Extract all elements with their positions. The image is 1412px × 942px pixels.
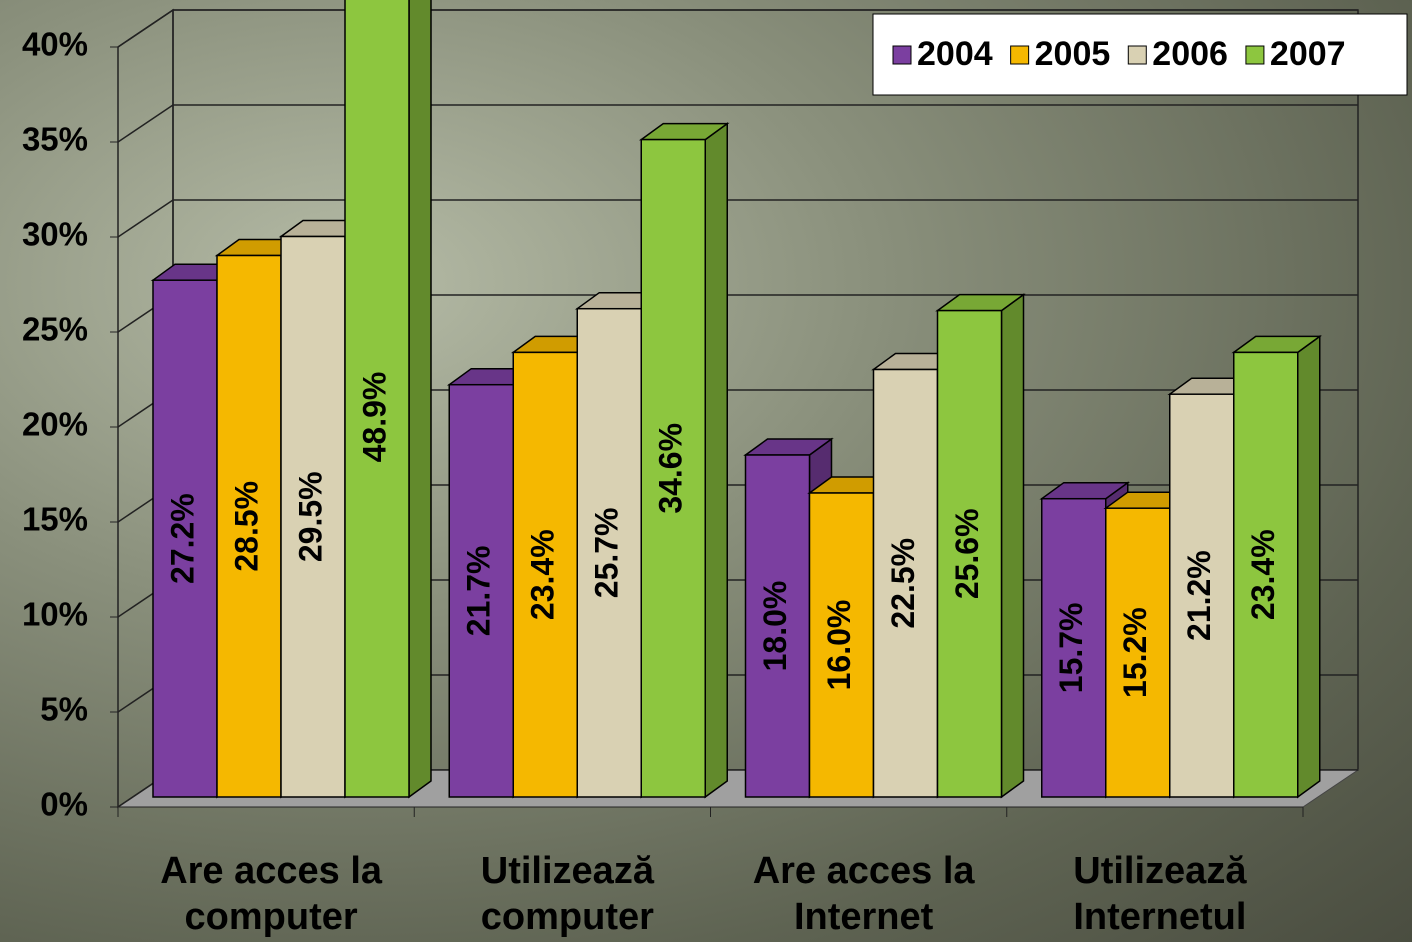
bar: [344, 0, 410, 798]
value-label: 18.0%: [757, 581, 793, 672]
value-label: 29.5%: [292, 471, 328, 562]
bar-3d: [638, 122, 730, 799]
value-label: 15.2%: [1117, 607, 1153, 698]
bars: [150, 0, 1323, 799]
bar-3d: [1231, 334, 1323, 799]
bar: [280, 235, 346, 798]
bar-top-shade: [641, 123, 728, 140]
bar: [512, 351, 578, 798]
y-tick-label: 25%: [22, 311, 88, 348]
value-label: 22.5%: [885, 538, 921, 629]
legend-swatch: [1127, 45, 1147, 65]
y-tick-label: 40%: [22, 26, 88, 63]
bar-side-shade: [1297, 336, 1320, 797]
bar-side-shade: [1001, 294, 1024, 797]
y-tick-label: 0%: [40, 786, 88, 823]
value-label: 25.6%: [949, 508, 985, 599]
y-tick-label: 15%: [22, 501, 88, 538]
bar: [216, 254, 282, 798]
bar: [1233, 351, 1299, 798]
legend-label: 2005: [1035, 35, 1111, 73]
grid-line: [117, 9, 1358, 48]
bar-top-shade: [937, 294, 1024, 311]
bar: [640, 138, 706, 798]
value-label: 34.6%: [653, 423, 689, 514]
y-tick-label: 35%: [22, 121, 88, 158]
value-label: 15.7%: [1053, 602, 1089, 693]
bar: [744, 454, 811, 798]
bar: [808, 492, 875, 798]
legend-swatch: [1245, 45, 1265, 65]
value-label: 23.4%: [525, 529, 561, 620]
bar: [1169, 393, 1235, 798]
bar: [872, 368, 939, 798]
value-label: 21.2%: [1181, 550, 1217, 641]
bar-top-shade: [745, 439, 832, 455]
value-label: 28.5%: [228, 481, 264, 572]
bar: [936, 309, 1003, 798]
value-label: 16.0%: [821, 600, 857, 691]
legend-label: 2004: [917, 35, 993, 73]
bar: [576, 307, 642, 798]
legend: 2004 2005 2006 2007: [872, 13, 1408, 96]
value-label: 25.7%: [589, 507, 625, 598]
legend-swatch: [1010, 45, 1030, 65]
x-tick-label: Are acces la computer: [160, 850, 383, 938]
value-label: 48.9%: [356, 372, 392, 463]
legend-label: 2007: [1270, 35, 1346, 73]
y-tick-label: 5%: [40, 691, 88, 728]
value-label: 27.2%: [164, 493, 200, 584]
x-tick-label: Utilizează Internetul: [1073, 850, 1247, 938]
x-tick-label: Utilizează computer: [480, 850, 654, 938]
value-label: 23.4%: [1245, 529, 1281, 620]
bar-top-shade: [1233, 336, 1320, 353]
bar-3d: [935, 293, 1026, 799]
legend-label: 2006: [1152, 35, 1228, 73]
bar: [1041, 497, 1107, 798]
bar-3d: [344, 0, 432, 799]
y-tick-label: 20%: [22, 406, 88, 443]
grid-line: [117, 104, 1358, 143]
grid-line: [117, 199, 1358, 238]
legend-swatch: [892, 45, 912, 65]
value-labels: 27.2% 28.5% 29.5% 48.9% 21.7% 23.4% 25.7% 34.6%…: [164, 372, 1281, 698]
y-tick-label: 30%: [22, 216, 88, 253]
x-tick-label: Are acces la Internet: [752, 850, 975, 938]
bar: [448, 383, 514, 798]
value-label: 21.7%: [461, 545, 497, 636]
bar-side-shade: [705, 123, 728, 798]
y-tick-label: 10%: [22, 596, 88, 633]
bar-side-shade: [409, 0, 431, 797]
bar-top-shade: [1041, 482, 1128, 499]
